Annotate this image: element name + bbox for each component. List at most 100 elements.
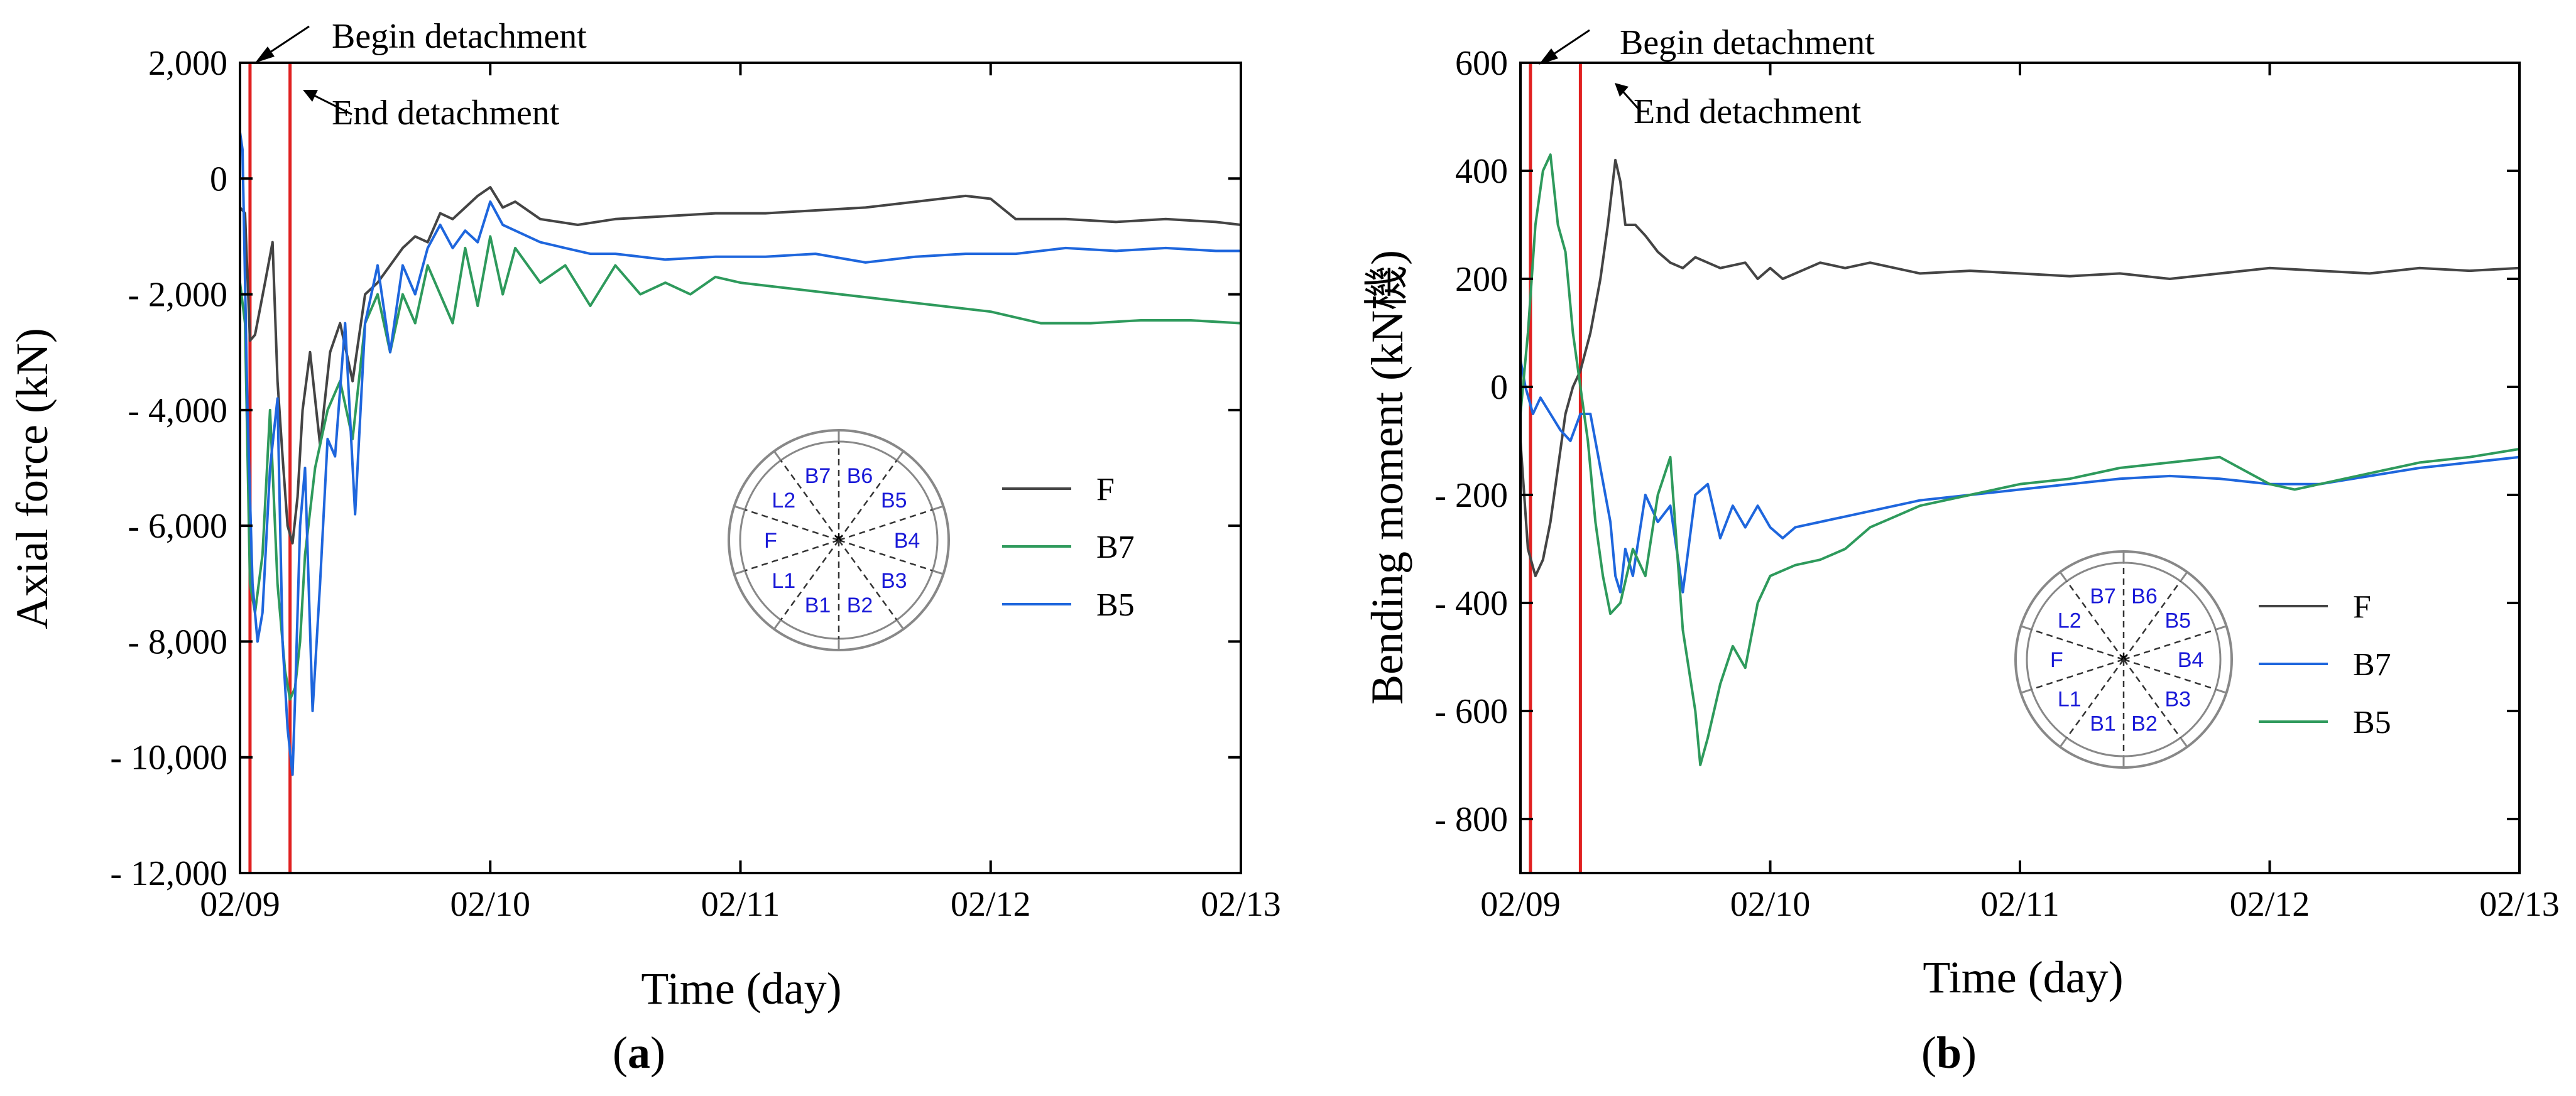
inset-segment-line — [2122, 659, 2181, 739]
x-tick-label: 02/12 — [2230, 885, 2310, 924]
y-tick-label: - 400 — [1434, 584, 1508, 623]
y-tick-label: - 8,000 — [128, 622, 227, 661]
inset-segment-line — [2122, 580, 2181, 660]
inset-label-l1: L1 — [772, 569, 795, 593]
inset-segment-line — [2066, 659, 2125, 739]
x-axis-title-b: Time (day) — [1923, 952, 2123, 1002]
inset-label-b4: B4 — [894, 529, 920, 553]
legend-b: F B7 B5 — [2259, 589, 2391, 741]
y-tick-label: 600 — [1455, 44, 1508, 83]
panel-letter-b: b — [1936, 1028, 1962, 1078]
y-tick-label: - 12,000 — [110, 854, 227, 893]
inset-ring-tick — [896, 450, 905, 461]
inset-center-mark: * — [2119, 648, 2128, 673]
inset-ring-tick — [932, 570, 944, 575]
inset-label-l2: L2 — [772, 489, 795, 513]
annotation-begin-b: Begin detachment — [1539, 23, 1875, 65]
inset-ring-tick — [773, 450, 782, 461]
inset-segment-line — [838, 460, 898, 541]
x-tick-label: 02/09 — [200, 885, 280, 924]
annotation-arrow-head — [1539, 48, 1558, 65]
inset-ring-tick — [932, 505, 944, 511]
inset-label-b6: B6 — [847, 464, 873, 488]
inset-ring-tick — [2215, 625, 2227, 631]
inset-label-b4: B4 — [2178, 648, 2204, 672]
y-ticks-b: 600 400 200 0 - 200 - 400 - 600 - 800 — [1434, 44, 2519, 839]
y-tick-label: - 4,000 — [128, 391, 227, 430]
annotation-begin-detachment: Begin detachment — [332, 17, 587, 56]
y-tick-label: - 2,000 — [128, 276, 227, 315]
inset-label-b7: B7 — [805, 464, 831, 488]
x-ticks-b: 02/09 02/10 02/11 02/12 02/13 — [1480, 63, 2560, 924]
inset-ring-tick — [2020, 625, 2033, 631]
y-tick-label: - 10,000 — [110, 739, 227, 778]
inset-label-b3: B3 — [2164, 688, 2191, 712]
annotation-arrow-head — [303, 90, 318, 102]
y-tick-label: - 6,000 — [128, 507, 227, 546]
inset-segment-line — [2031, 629, 2124, 661]
series-layer-a — [239, 132, 1242, 776]
inset-ring-tick — [734, 570, 746, 575]
series-line-b5 — [239, 132, 1241, 776]
x-tick-label: 02/11 — [701, 885, 780, 924]
y-tick-label: 0 — [210, 160, 227, 198]
y-ticks-a: 2,000 0 - 2,000 - 4,000 - 6,000 - 8,000 - 10,0… — [110, 44, 1241, 893]
y-axis-title-b: Bending moment (kN機) — [1362, 250, 1412, 705]
inset-label-b1: B1 — [2090, 712, 2116, 735]
x-tick-label: 02/11 — [1980, 885, 2059, 924]
inset-label-b1: B1 — [805, 594, 831, 617]
x-tick-label: 02/12 — [951, 885, 1031, 924]
inset-label-b6: B6 — [2131, 585, 2158, 609]
panel-a: 2,000 0 - 2,000 - 4,000 - 6,000 - 8,000 - 10,0… — [7, 17, 1281, 1078]
y-tick-label: 200 — [1455, 260, 1508, 299]
panel-b: 600 400 200 0 - 200 - 400 - 600 - 800 02/09 02/1… — [1362, 23, 2560, 1078]
inset-label-b7: B7 — [2090, 585, 2116, 609]
inset-segment-line — [745, 539, 839, 572]
legend-label-b5: B5 — [2353, 705, 2391, 741]
inset-label-b2: B2 — [847, 594, 873, 617]
inset-segment-line — [2123, 658, 2216, 690]
annotation-begin-a: Begin detachment — [255, 17, 587, 63]
legend-label-f: F — [1096, 472, 1115, 507]
inset-ring-tick — [2180, 737, 2188, 748]
legend-a: F B7 B5 — [1002, 472, 1135, 623]
inset-segment-line — [2123, 629, 2216, 661]
detachment-lines-b — [1529, 63, 1582, 873]
inset-ring-tick — [2059, 571, 2068, 582]
x-tick-label: 02/09 — [1480, 885, 1561, 924]
legend-label-b7: B7 — [2353, 647, 2391, 683]
inset-ring-tick — [2180, 571, 2188, 582]
x-tick-label: 02/13 — [1201, 885, 1281, 924]
inset-segment-line — [2066, 580, 2125, 660]
inset-ring-tick — [896, 619, 905, 630]
annotation-arrow-head — [1615, 83, 1629, 97]
cross-section-inset-a: B6 B5 B4 B3 B2 B1 L1 F L2 B7 * — [728, 429, 950, 651]
inset-label-l1: L1 — [2058, 688, 2082, 712]
inset-label-b3: B3 — [881, 569, 907, 593]
y-tick-label: 400 — [1455, 152, 1508, 191]
x-ticks-a: 02/09 02/10 02/11 02/12 02/13 — [200, 63, 1281, 924]
legend-label-b7: B7 — [1096, 529, 1135, 565]
x-tick-label: 02/10 — [1730, 885, 1811, 924]
annotation-end-b: End detachment — [1615, 83, 1862, 131]
inset-label-b5: B5 — [881, 489, 907, 513]
inset-segment-line — [838, 509, 933, 541]
series-line-f — [239, 186, 1242, 545]
inset-segment-line — [780, 540, 840, 621]
annotation-begin-detachment: Begin detachment — [1620, 23, 1875, 62]
y-tick-label: - 800 — [1434, 800, 1508, 839]
inset-label-b5: B5 — [2164, 609, 2191, 632]
x-tick-label: 02/13 — [2479, 885, 2560, 924]
inset-label-b2: B2 — [2131, 712, 2158, 735]
inset-ring-tick — [2020, 688, 2033, 694]
y-tick-label: 0 — [1490, 368, 1508, 407]
panel-letter-a: a — [628, 1028, 650, 1078]
inset-segment-line — [838, 539, 933, 572]
x-tick-label: 02/10 — [450, 885, 530, 924]
inset-segment-line — [838, 540, 898, 621]
y-axis-title-a: Axial force (kN) — [7, 328, 57, 629]
inset-ring-tick — [734, 505, 746, 511]
annotation-arrow-head — [255, 46, 275, 63]
